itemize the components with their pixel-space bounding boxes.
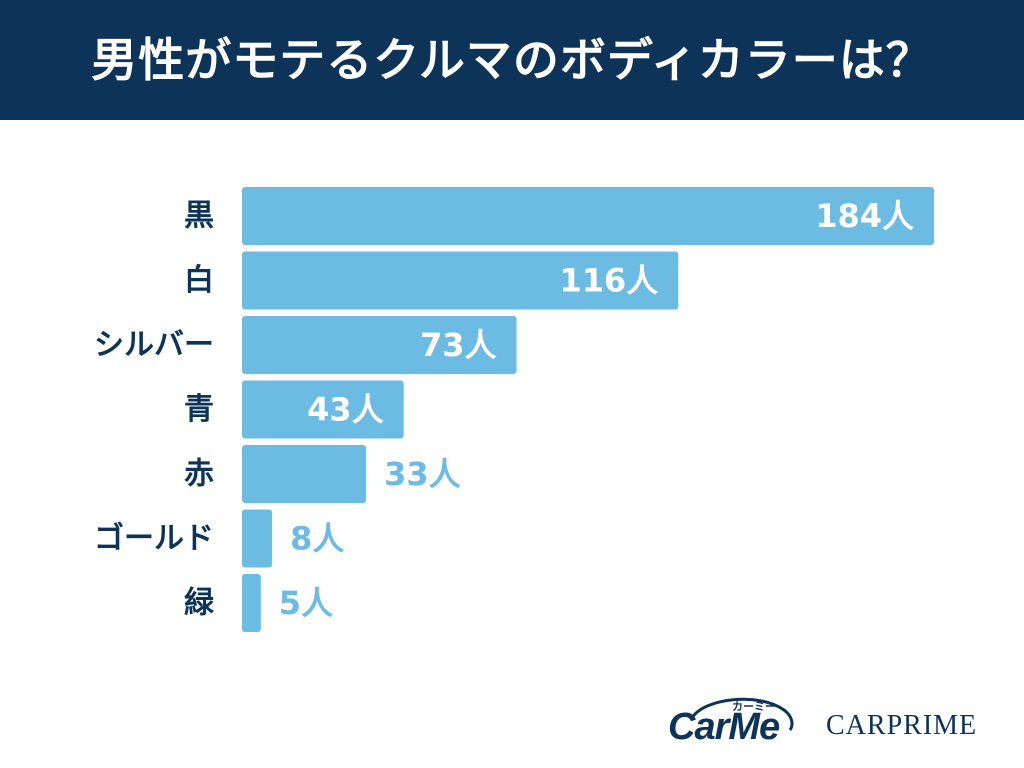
- carprime-logo: CARPRIME: [826, 710, 978, 741]
- value-label-0: 184人: [815, 197, 914, 235]
- value-label-3: 43人: [307, 391, 384, 429]
- category-label-0: 黒: [184, 199, 214, 234]
- bar-2: [242, 316, 517, 374]
- value-label-6: 5人: [279, 584, 333, 622]
- bar-4: [242, 445, 367, 503]
- value-label-2: 73人: [420, 326, 497, 364]
- carme-logo-text: CarMe: [668, 706, 780, 748]
- category-label-6: 緑: [184, 586, 215, 621]
- category-label-2: シルバー: [94, 328, 214, 363]
- bar-5: [242, 509, 273, 568]
- title-banner: [0, 0, 1024, 120]
- value-label-5: 8人: [290, 520, 344, 558]
- bar-1: [242, 251, 679, 310]
- carme-logo-kana: カーミー: [732, 700, 776, 713]
- bar-3: [242, 380, 404, 439]
- category-label-5: ゴールド: [94, 521, 214, 556]
- category-label-4: 赤: [184, 457, 214, 492]
- carme-logo-icon: [690, 697, 794, 731]
- value-label-1: 116人: [559, 262, 658, 300]
- bar-0: [242, 187, 934, 245]
- bar-6: [242, 574, 261, 632]
- value-label-4: 33人: [384, 455, 461, 493]
- category-label-3: 青: [184, 392, 214, 427]
- category-label-1: 白: [184, 263, 214, 298]
- page-title: 男性がモテるクルマのボディカラーは？: [91, 33, 933, 87]
